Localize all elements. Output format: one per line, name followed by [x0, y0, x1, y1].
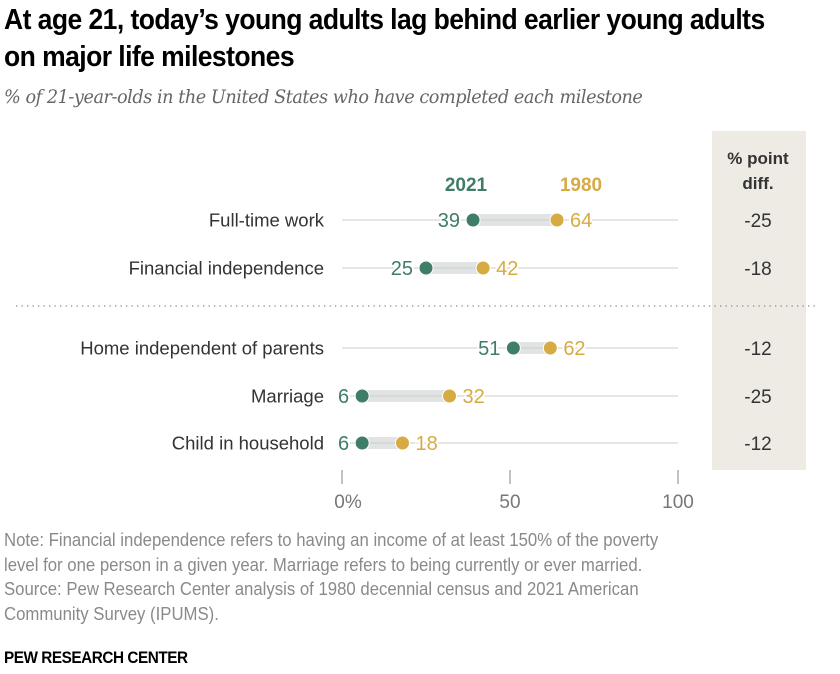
chart-subtitle: % of 21-year-olds in the United States w…	[4, 86, 643, 108]
x-tick-label: 100	[662, 492, 694, 513]
legend-2021: 2021	[445, 175, 488, 196]
chart-row: Financial independence 25 42 -18	[129, 256, 772, 282]
dot-2021	[465, 212, 481, 228]
dot-1980	[549, 212, 565, 228]
diff-column-header-line2: diff.	[742, 174, 773, 193]
diff-value: -12	[744, 339, 771, 360]
note-line-4: Community Survey (IPUMS).	[4, 603, 219, 624]
chart-title: At age 21, today’s young adults lag behi…	[4, 4, 765, 73]
value-label-1980: 64	[570, 210, 592, 232]
value-label-1980: 42	[496, 258, 518, 280]
value-label-2021: 25	[391, 258, 413, 280]
value-label-2021: 39	[438, 210, 460, 232]
value-label-2021: 6	[338, 433, 349, 455]
note-line-1: Note: Financial independence refers to h…	[4, 530, 659, 550]
diff-column-background	[712, 131, 806, 470]
value-label-1980: 32	[463, 386, 485, 408]
dot-2021	[505, 340, 521, 356]
note-line-2: level for one person in a given year. Ma…	[4, 554, 643, 575]
dot-1980	[475, 260, 491, 276]
dot-2021	[418, 260, 434, 276]
diff-value: -18	[744, 259, 771, 280]
dot-2021	[354, 388, 370, 404]
row-label: Full-time work	[209, 210, 325, 231]
row-label: Financial independence	[129, 258, 324, 279]
value-label-2021: 51	[478, 338, 500, 360]
note-line-3: Source: Pew Research Center analysis of …	[4, 579, 639, 599]
dot-1980	[442, 388, 458, 404]
value-label-1980: 62	[563, 338, 585, 360]
value-label-2021: 6	[338, 386, 349, 408]
x-tick-label: 50	[499, 492, 520, 513]
row-label: Child in household	[172, 433, 324, 454]
dot-1980	[394, 435, 410, 451]
brand-logo-text: PEW RESEARCH CENTER	[4, 648, 188, 667]
dot-1980	[542, 340, 558, 356]
diff-value: -12	[744, 434, 771, 455]
row-label: Home independent of parents	[80, 338, 324, 359]
chart-row: Home independent of parents 51 62 -12	[80, 336, 772, 362]
diff-value: -25	[744, 211, 771, 232]
diff-value: -25	[744, 387, 771, 408]
chart-row: Marriage 6 32 -25	[251, 384, 772, 410]
chart-row: Full-time work 39 64 -25	[209, 208, 772, 234]
chart-row: Child in household 6 18 -12	[172, 431, 772, 457]
value-label-1980: 18	[415, 433, 437, 455]
legend-1980: 1980	[560, 175, 602, 196]
chart-note: Note: Financial independence refers to h…	[4, 528, 785, 626]
dot-2021	[354, 435, 370, 451]
diff-column-header-line1: % point	[727, 149, 789, 168]
x-tick-label: 0%	[334, 492, 362, 513]
row-label: Marriage	[251, 386, 324, 407]
